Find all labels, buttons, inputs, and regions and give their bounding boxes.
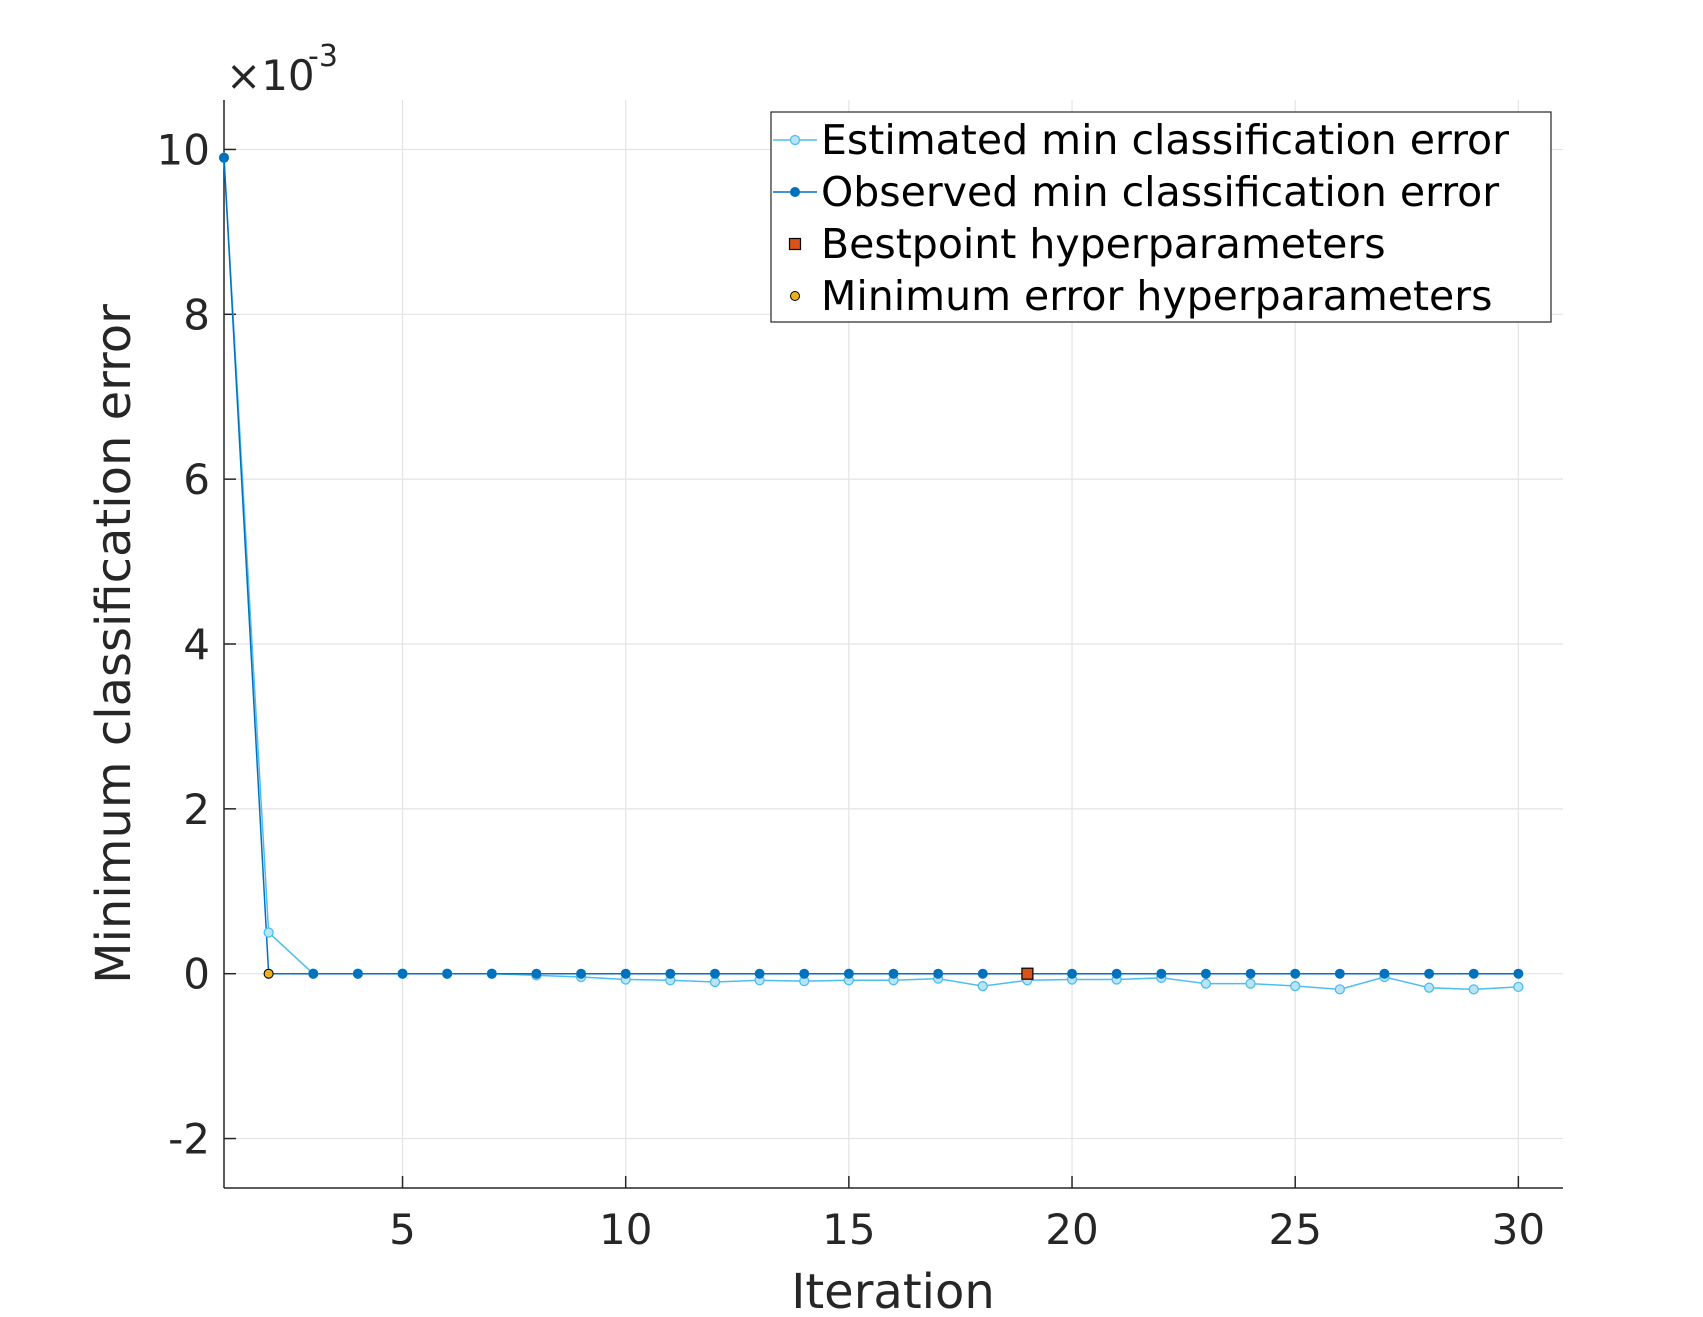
legend-marker [790, 187, 800, 197]
legend-entry: Minimum error hyperparameters [790, 272, 1493, 320]
y-tick-label: 6 [183, 455, 210, 504]
observed-error-point [1067, 968, 1078, 979]
legend-box [770, 111, 1552, 323]
estimated-error-point [1245, 978, 1256, 989]
observed-error-line [223, 157, 1519, 975]
observed-error-point [1200, 968, 1211, 979]
observed-error-point [1468, 968, 1479, 979]
observed-error-point [531, 968, 542, 979]
legend-label: Minimum error hyperparameters [821, 272, 1493, 320]
observed-error-point [1334, 968, 1345, 979]
observed-error-point [977, 968, 988, 979]
series-layer [218, 152, 1524, 995]
y-exponent-base: ×10 [226, 51, 315, 100]
bestpoint-marker [1021, 967, 1034, 980]
observed-error-point [620, 968, 631, 979]
x-tick-label: 5 [389, 1205, 416, 1254]
observed-error-point [576, 968, 587, 979]
observed-error-point [442, 968, 453, 979]
observed-error-point [486, 968, 497, 979]
legend-marker [790, 291, 800, 301]
observed-error-point [1290, 968, 1301, 979]
legend-label: Bestpoint hyperparameters [821, 220, 1386, 268]
estimated-error-point [1334, 984, 1345, 995]
x-tick-label: 15 [822, 1205, 875, 1254]
legend-entry: Observed min classification error [773, 168, 1499, 216]
minimum-error-marker [263, 968, 274, 979]
observed-error-point [799, 968, 810, 979]
x-tick-label: 30 [1492, 1205, 1545, 1254]
estimated-error-point [263, 927, 274, 938]
y-tick-label: 2 [183, 785, 210, 834]
observed-error-point [308, 968, 319, 979]
y-tick-label: 0 [183, 950, 210, 999]
observed-error-point [665, 968, 676, 979]
observed-error-point [352, 968, 363, 979]
y-tick-label: 10 [157, 125, 210, 174]
estimated-error-point [1200, 978, 1212, 989]
estimated-error-point [977, 980, 988, 992]
x-tick-label: 10 [599, 1205, 652, 1254]
legend-entry: Bestpoint hyperparameters [788, 220, 1386, 268]
x-axis-title: Iteration [791, 1264, 995, 1317]
observed-error-point [888, 968, 899, 979]
y-tick-label: -2 [168, 1115, 210, 1164]
observed-error-point [754, 968, 765, 979]
legend-entry: Estimated min classification error [773, 116, 1509, 164]
estimated-error-point [1468, 984, 1479, 995]
observed-error-point [397, 968, 408, 979]
x-tick-label: 25 [1268, 1205, 1321, 1254]
estimated-error-point [1290, 980, 1301, 992]
legend-marker [788, 237, 802, 251]
y-tick-label: 8 [183, 290, 210, 339]
observed-error-point [933, 968, 944, 979]
y-tick-label: 4 [183, 620, 210, 669]
estimated-error-point [1513, 981, 1524, 993]
observed-error-point [1156, 968, 1167, 979]
observed-error-point [1424, 968, 1435, 979]
y-axis-title: Minimum classification error [86, 304, 142, 984]
legend-label: Observed min classification error [821, 168, 1499, 216]
observed-error-point [709, 968, 720, 979]
observed-error-point [1111, 968, 1122, 979]
legend: Estimated min classification errorObserv… [770, 111, 1552, 323]
estimated-error-point [709, 976, 721, 988]
observed-error-point [1379, 968, 1390, 979]
observed-error-point [1513, 968, 1524, 979]
x-tick-label: 20 [1045, 1205, 1098, 1254]
y-exponent-label: ×10 -3 [226, 39, 338, 100]
observed-error-point [843, 968, 854, 979]
legend-label: Estimated min classification error [821, 116, 1509, 164]
ticks: 5 10 15 20 25 30 -2 0 2 4 6 8 10 [157, 125, 1546, 1254]
y-exponent-power: -3 [308, 39, 338, 74]
observed-error-point [219, 152, 229, 163]
legend-marker [789, 134, 801, 146]
observed-error-point [1245, 968, 1256, 979]
estimated-error-point [1423, 982, 1435, 993]
